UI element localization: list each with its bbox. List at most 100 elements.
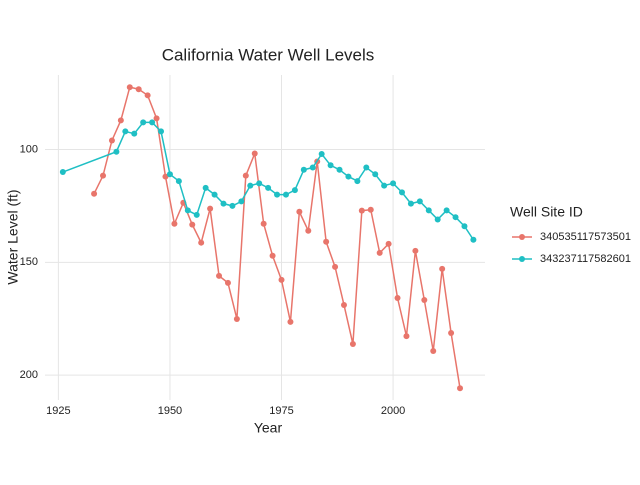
data-point bbox=[171, 220, 178, 227]
data-point bbox=[403, 333, 410, 340]
data-point bbox=[461, 223, 468, 230]
data-point bbox=[229, 202, 236, 209]
data-point bbox=[238, 198, 245, 205]
data-point bbox=[269, 252, 276, 259]
data-point bbox=[175, 178, 182, 185]
x-tick-label: 1975 bbox=[269, 405, 293, 417]
data-point bbox=[398, 189, 405, 196]
data-point bbox=[381, 182, 388, 189]
data-point bbox=[332, 263, 339, 270]
data-point bbox=[149, 119, 156, 126]
data-point bbox=[216, 272, 223, 279]
data-point bbox=[184, 207, 191, 214]
data-point bbox=[367, 206, 374, 213]
data-point bbox=[131, 130, 138, 137]
data-point bbox=[100, 172, 107, 179]
data-point bbox=[407, 200, 414, 207]
data-point bbox=[166, 171, 173, 178]
data-point bbox=[385, 240, 392, 247]
data-point bbox=[430, 348, 437, 355]
data-point bbox=[144, 92, 151, 99]
data-point bbox=[376, 249, 383, 256]
data-point bbox=[247, 182, 254, 189]
data-point bbox=[439, 265, 446, 272]
data-point bbox=[394, 294, 401, 301]
y-tick-label: 200 bbox=[20, 369, 38, 381]
data-point bbox=[117, 117, 124, 124]
data-point bbox=[278, 276, 285, 283]
data-point bbox=[434, 216, 441, 223]
x-tick-label: 2000 bbox=[381, 405, 405, 417]
data-point bbox=[135, 86, 142, 93]
data-point bbox=[327, 162, 334, 169]
data-point bbox=[153, 115, 160, 122]
data-point bbox=[224, 279, 231, 286]
data-point bbox=[443, 207, 450, 214]
data-point bbox=[457, 385, 464, 392]
data-point bbox=[372, 171, 379, 178]
data-point bbox=[425, 207, 432, 214]
data-point bbox=[202, 184, 209, 191]
y-axis-label: Water Level (ft) bbox=[5, 189, 21, 284]
x-axis-label: Year bbox=[254, 420, 283, 436]
data-point bbox=[265, 184, 272, 191]
data-point bbox=[274, 191, 281, 198]
data-point bbox=[340, 301, 347, 308]
data-point bbox=[336, 166, 343, 173]
data-point bbox=[287, 318, 294, 325]
data-point bbox=[113, 148, 120, 155]
data-point bbox=[251, 150, 258, 157]
data-point bbox=[412, 247, 419, 254]
data-point bbox=[349, 341, 356, 348]
data-point bbox=[211, 191, 218, 198]
data-point bbox=[318, 150, 325, 157]
data-point bbox=[162, 173, 169, 180]
data-point bbox=[363, 164, 370, 171]
x-tick-label: 1950 bbox=[158, 405, 182, 417]
data-point bbox=[260, 220, 267, 227]
data-point bbox=[470, 236, 477, 243]
data-point bbox=[300, 166, 307, 173]
legend-title: Well Site ID bbox=[510, 204, 583, 220]
data-point bbox=[452, 214, 459, 221]
data-point bbox=[256, 180, 263, 187]
data-point bbox=[59, 169, 66, 176]
data-point bbox=[233, 315, 240, 322]
data-point bbox=[126, 84, 133, 91]
data-point bbox=[358, 207, 365, 214]
data-point bbox=[220, 200, 227, 207]
data-point bbox=[309, 164, 316, 171]
legend-label: 340535117573501 bbox=[540, 231, 631, 243]
y-tick-label: 150 bbox=[20, 256, 38, 268]
data-point bbox=[416, 198, 423, 205]
data-point bbox=[91, 190, 98, 197]
data-point bbox=[108, 137, 115, 144]
data-point bbox=[354, 178, 361, 185]
data-point bbox=[305, 227, 312, 234]
data-point bbox=[189, 221, 196, 228]
chart-title: California Water Well Levels bbox=[162, 45, 375, 64]
x-tick-label: 1925 bbox=[46, 405, 70, 417]
data-point bbox=[122, 128, 129, 135]
data-point bbox=[291, 187, 298, 194]
data-point bbox=[448, 329, 455, 336]
legend-label: 343237117582601 bbox=[540, 253, 631, 265]
data-point bbox=[296, 208, 303, 215]
data-point bbox=[207, 205, 214, 212]
data-point bbox=[390, 180, 397, 187]
y-tick-label: 100 bbox=[20, 143, 38, 155]
data-point bbox=[158, 128, 165, 135]
data-point bbox=[282, 191, 289, 198]
data-point bbox=[242, 172, 249, 179]
data-point bbox=[198, 239, 205, 246]
data-point bbox=[193, 211, 200, 218]
legend-swatch bbox=[519, 256, 525, 262]
data-point bbox=[323, 238, 330, 245]
data-point bbox=[345, 173, 352, 180]
legend-swatch bbox=[519, 234, 525, 240]
series-line bbox=[93, 86, 461, 389]
data-point bbox=[140, 119, 147, 126]
data-point bbox=[421, 297, 428, 304]
